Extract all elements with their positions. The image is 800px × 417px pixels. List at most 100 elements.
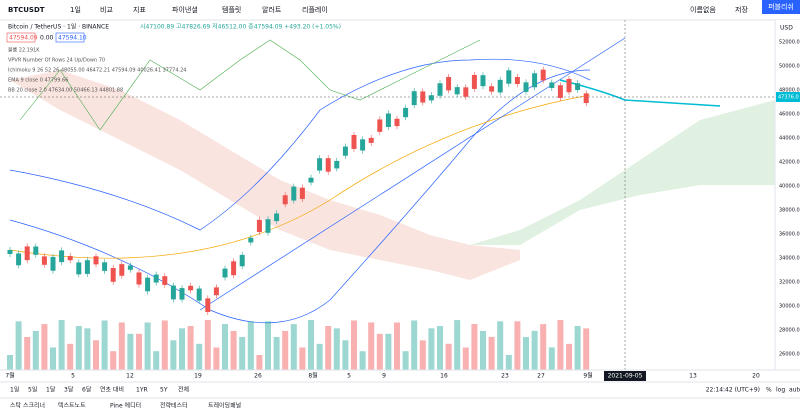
volume-bar	[299, 347, 306, 370]
axis-option[interactable]: log	[776, 387, 785, 394]
candle	[446, 76, 452, 91]
candle	[540, 69, 546, 81]
save[interactable]: 저장	[735, 5, 748, 14]
time-tick: 12	[126, 373, 134, 380]
candle	[102, 262, 108, 271]
price-tick: 44000.00	[779, 136, 800, 142]
volume-bar	[308, 320, 314, 370]
candle	[256, 219, 262, 233]
volume-bar	[540, 324, 547, 370]
volume-bar	[222, 324, 228, 370]
time-tick: 20	[752, 373, 760, 380]
candle	[59, 250, 65, 263]
range-button[interactable]: 3달	[64, 386, 74, 394]
price-axis	[775, 20, 800, 370]
volume-bar	[548, 347, 555, 370]
candle	[497, 79, 503, 93]
volume-bar	[50, 347, 56, 370]
volume-bar	[7, 355, 13, 370]
volume-bar	[316, 343, 323, 370]
candle	[196, 288, 202, 301]
price-tick: 46000.00	[779, 112, 800, 118]
time-tick: 9	[382, 373, 386, 380]
sell-box[interactable]	[6, 32, 36, 43]
range-button[interactable]: 6달	[82, 386, 92, 394]
range-button[interactable]: 전체	[178, 386, 189, 394]
toolbar-item[interactable]: 비교	[100, 5, 113, 14]
toolbar-item[interactable]: 파이낸셜	[172, 5, 198, 14]
toolbar-item[interactable]: 지표	[133, 5, 146, 14]
time-tick: 27	[537, 373, 545, 380]
axis-option[interactable]: auto	[789, 387, 800, 394]
candle	[506, 70, 512, 84]
candle	[480, 75, 486, 87]
sell[interactable]: 47594.09	[9, 35, 38, 42]
candle	[153, 274, 159, 283]
candle	[394, 118, 400, 127]
volume-bar	[41, 324, 48, 370]
range-button[interactable]: 1달	[46, 386, 56, 394]
publish-label[interactable]: 퍼블리쉬	[768, 2, 794, 11]
tab[interactable]: 텍스트노트	[58, 403, 86, 410]
candle	[50, 256, 56, 271]
price-tick: 26000.00	[779, 352, 800, 358]
volume-bar	[213, 347, 220, 370]
publish-button[interactable]	[762, 0, 800, 14]
axis-option[interactable]: %	[766, 387, 772, 394]
candle	[93, 256, 99, 265]
candle	[368, 137, 374, 143]
candle	[162, 276, 168, 285]
volume-bar	[488, 336, 495, 370]
range-button[interactable]: 5일	[28, 386, 37, 394]
tab[interactable]: Pine 에디터	[110, 402, 141, 410]
candle	[136, 272, 142, 285]
price-tick: 42000.00	[779, 160, 800, 166]
tab[interactable]: 전략테스터	[160, 402, 188, 410]
volume-bar	[342, 340, 349, 370]
interval[interactable]: 1일	[70, 5, 81, 14]
volume-bar	[531, 330, 538, 370]
candle	[205, 298, 211, 312]
lagging-span	[19, 39, 481, 131]
range-button[interactable]: 5Y	[160, 387, 168, 394]
candle	[566, 78, 572, 93]
tab[interactable]: 트레이딩패널	[208, 402, 241, 410]
time-tick: 13	[689, 373, 697, 380]
volume-bar	[394, 322, 400, 370]
volume-bar	[437, 326, 443, 370]
candle	[471, 74, 477, 89]
last-price: 47376.0	[778, 95, 799, 101]
candle	[274, 213, 280, 222]
volume-bar	[230, 330, 237, 370]
range-button[interactable]: 1YR	[136, 387, 148, 394]
time-tick: 23	[501, 373, 509, 380]
candle	[317, 158, 323, 171]
candle	[179, 288, 185, 300]
candle	[16, 253, 22, 266]
symbol[interactable]: BTCUSDT	[8, 6, 45, 14]
range-button[interactable]: 1일	[10, 386, 19, 394]
volume-bar	[187, 326, 194, 370]
candle	[325, 158, 331, 172]
toolbar-item[interactable]: 알러트	[262, 5, 282, 14]
buy[interactable]: 47594.10	[58, 35, 87, 42]
range-button[interactable]: 연초 대비	[100, 386, 124, 394]
toolbar-item[interactable]: 리플레이	[302, 5, 328, 14]
buy-box[interactable]	[55, 32, 85, 43]
candle	[377, 119, 383, 132]
ema	[9, 94, 591, 259]
layout-name[interactable]: 이름없음	[690, 5, 716, 14]
tab[interactable]: 스탁 스크리너	[10, 402, 45, 410]
candle	[239, 254, 245, 267]
toolbar-item[interactable]: 템플릿	[222, 6, 241, 14]
volume-bar	[93, 340, 99, 370]
candle	[282, 195, 288, 205]
volume-bar	[204, 320, 211, 370]
volume-bar	[471, 324, 478, 370]
indicator-legend: 볼륨 22.191K	[8, 47, 40, 54]
volume-bar	[359, 351, 366, 370]
price-tick: 40000.00	[779, 184, 800, 190]
price-tick: 38000.00	[779, 208, 800, 214]
volume-bar	[239, 336, 246, 370]
